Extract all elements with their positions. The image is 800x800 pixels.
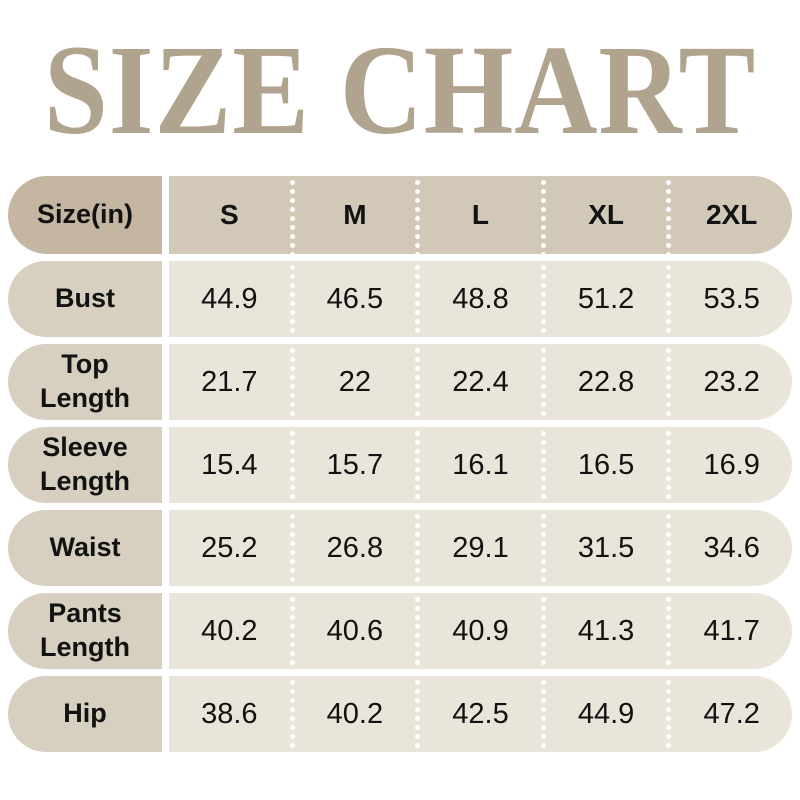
dotted-separator (415, 261, 421, 337)
header-col-m: M (343, 199, 367, 230)
value-cell: 16.9 (703, 448, 760, 481)
dotted-separator (540, 344, 546, 420)
dotted-separator (540, 261, 546, 337)
dotted-separator (540, 593, 546, 669)
value-cell: 15.7 (326, 448, 384, 481)
dotted-separator (540, 176, 546, 254)
dotted-separator (666, 676, 672, 752)
value-cell: 29.1 (452, 531, 509, 564)
header-size-unit-cell: Size(in) (8, 176, 162, 254)
header-col-2xl: 2XL (705, 199, 758, 230)
row-label: Pants Length (8, 593, 162, 669)
dotted-separator (289, 344, 295, 420)
value-cell: 44.9 (577, 697, 635, 730)
row-values: 15.4 15.7 16.1 16.5 16.9 (169, 427, 792, 503)
row-values: 44.9 46.5 48.8 51.2 53.5 (169, 261, 792, 337)
dotted-separator (540, 510, 546, 586)
table-row-hip: Hip 38.6 40.2 42.5 44.9 47.2 (8, 676, 792, 752)
value-cell: 40.6 (326, 614, 384, 647)
dotted-separator (415, 176, 421, 254)
value-cell: 53.5 (703, 282, 760, 315)
dotted-separator (415, 593, 421, 669)
value-cell: 25.2 (201, 531, 258, 564)
table-row-bust: Bust 44.9 46.5 48.8 51.2 53.5 (8, 261, 792, 337)
value-cell: 47.2 (703, 697, 760, 730)
dotted-separator (666, 510, 672, 586)
dotted-separator (666, 261, 672, 337)
value-cell: 16.5 (577, 448, 635, 481)
dotted-separator (666, 176, 672, 254)
value-cell: 44.9 (201, 282, 258, 315)
value-cell: 40.2 (201, 614, 258, 647)
dotted-separator (289, 676, 295, 752)
value-cell: 22 (338, 365, 372, 398)
dotted-separator (666, 427, 672, 503)
dotted-separator (666, 344, 672, 420)
value-cell: 46.5 (326, 282, 384, 315)
dotted-separator (540, 676, 546, 752)
row-values: 25.2 26.8 29.1 31.5 34.6 (169, 510, 792, 586)
dotted-separator (289, 593, 295, 669)
table-header-row: Size(in) S M L XL 2XL (8, 176, 792, 254)
value-cell: 51.2 (577, 282, 635, 315)
value-cell: 22.4 (452, 365, 509, 398)
dotted-separator (666, 593, 672, 669)
value-cell: 22.8 (577, 365, 635, 398)
row-label: Top Length (8, 344, 162, 420)
value-cell: 40.2 (326, 697, 384, 730)
table-row-sleeve-length: Sleeve Length 15.4 15.7 16.1 16.5 16.9 (8, 427, 792, 503)
value-cell: 21.7 (201, 365, 258, 398)
row-values: 40.2 40.6 40.9 41.3 41.7 (169, 593, 792, 669)
value-cell: 48.8 (452, 282, 509, 315)
header-col-xl: XL (588, 199, 624, 230)
table-row-top-length: Top Length 21.7 22 22.4 22.8 23.2 (8, 344, 792, 420)
header-col-l: L (471, 199, 490, 230)
page-title: SIZE CHART (43, 19, 757, 161)
dotted-separator (415, 676, 421, 752)
value-cell: 38.6 (201, 697, 258, 730)
row-label: Waist (8, 510, 162, 586)
dotted-separator (415, 427, 421, 503)
value-cell: 40.9 (452, 614, 509, 647)
value-cell: 15.4 (201, 448, 258, 481)
dotted-separator (540, 427, 546, 503)
value-cell: 31.5 (577, 531, 635, 564)
row-label: Bust (8, 261, 162, 337)
row-values: 38.6 40.2 42.5 44.9 47.2 (169, 676, 792, 752)
value-cell: 42.5 (452, 697, 509, 730)
dotted-separator (415, 344, 421, 420)
value-cell: 26.8 (326, 531, 384, 564)
value-cell: 16.1 (452, 448, 509, 481)
value-cell: 34.6 (703, 531, 760, 564)
value-cell: 41.7 (703, 614, 760, 647)
size-table: Size(in) S M L XL 2XL Bust 44.9 46.5 48.… (8, 176, 792, 752)
header-size-columns: S M L XL 2XL (169, 176, 792, 254)
row-values: 21.7 22 22.4 22.8 23.2 (169, 344, 792, 420)
value-cell: 41.3 (577, 614, 635, 647)
header-col-s: S (219, 199, 239, 230)
dotted-separator (289, 510, 295, 586)
row-label: Hip (8, 676, 162, 752)
table-row-waist: Waist 25.2 26.8 29.1 31.5 34.6 (8, 510, 792, 586)
dotted-separator (289, 261, 295, 337)
dotted-separator (289, 176, 295, 254)
row-label: Sleeve Length (8, 427, 162, 503)
dotted-separator (289, 427, 295, 503)
dotted-separator (415, 510, 421, 586)
value-cell: 23.2 (703, 365, 760, 398)
table-row-pants-length: Pants Length 40.2 40.6 40.9 41.3 41.7 (8, 593, 792, 669)
